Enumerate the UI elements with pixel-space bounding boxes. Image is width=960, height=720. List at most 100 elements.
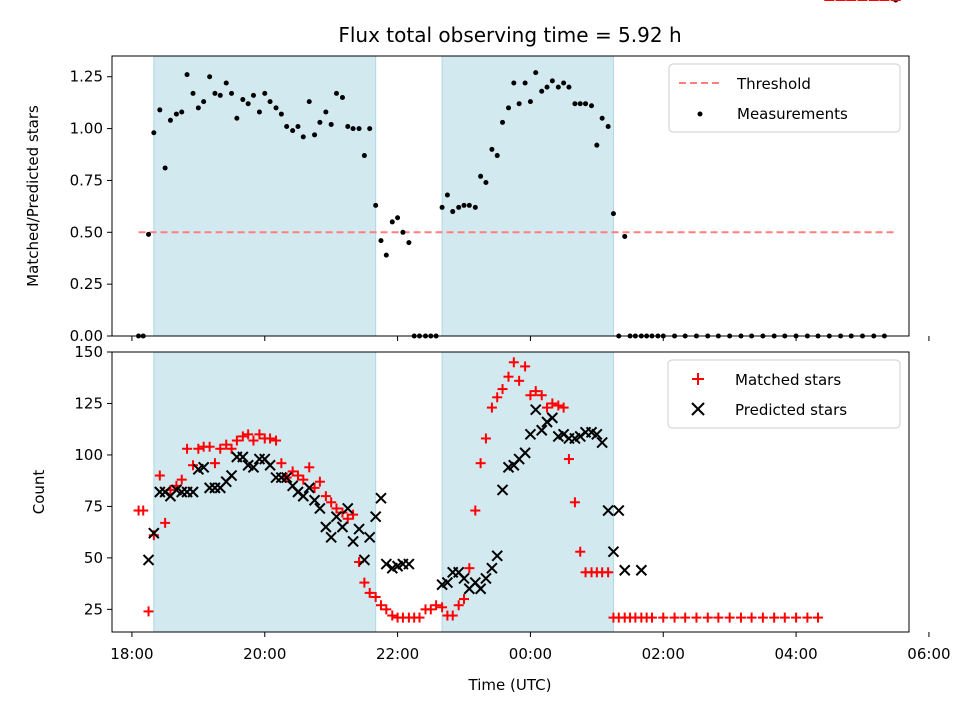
matched-star-point xyxy=(182,443,193,454)
y-tick-label: 1.25 xyxy=(70,68,103,86)
measurement-point xyxy=(195,105,201,111)
matched-star-point xyxy=(342,513,353,524)
matched-star-point xyxy=(514,375,525,386)
matched-star-point xyxy=(470,505,481,516)
chart-title: Flux total observing time = 5.92 h xyxy=(338,23,681,47)
measurement-point xyxy=(179,109,185,115)
predicted-star-point xyxy=(546,412,559,424)
observing-interval-2 xyxy=(441,351,614,633)
measurement-point xyxy=(217,92,223,98)
measurement-point xyxy=(262,90,268,96)
predicted-star-point xyxy=(363,531,376,544)
predicted-star-point xyxy=(441,576,454,589)
measurement-point xyxy=(350,126,356,132)
predicted-star-point xyxy=(375,492,387,504)
matched-star-point xyxy=(757,612,768,623)
matched-star-point xyxy=(547,398,558,409)
matched-star-point xyxy=(779,612,790,623)
measurement-point xyxy=(361,153,367,159)
predicted-star-point xyxy=(330,510,343,523)
x-tick-label: 06:00 xyxy=(907,645,950,663)
x-tick-label: 18:00 xyxy=(110,645,153,663)
measurement-point xyxy=(312,132,318,138)
measurement-point xyxy=(466,202,472,208)
measurement-point xyxy=(229,90,235,96)
predicted-star-point xyxy=(308,494,321,506)
measurement-point xyxy=(240,97,246,103)
matched-star-point xyxy=(558,402,569,413)
bottom-y-axis-label: Count xyxy=(30,470,48,515)
matched-star-point xyxy=(298,474,309,485)
predicted-star-point xyxy=(491,550,503,562)
predicted-star-point xyxy=(530,403,542,416)
predicted-star-point xyxy=(280,471,293,484)
predicted-star-point xyxy=(458,572,470,585)
top-legend: Threshold Measurements xyxy=(668,63,901,133)
measurement-point xyxy=(378,238,384,244)
measurement-point xyxy=(566,84,572,90)
measurement-point xyxy=(599,115,605,121)
bottom-x-axis-ticks: 18:00 20:00 22:00 00:00 02:00 04:00 06:00 xyxy=(110,632,951,663)
legend-threshold-label: Threshold xyxy=(736,75,811,93)
measurement-point xyxy=(478,173,484,179)
measurement-point xyxy=(167,117,173,123)
matched-star-point xyxy=(453,600,464,611)
matched-star-point xyxy=(154,470,165,481)
y-tick-label: 1.00 xyxy=(70,120,103,138)
measurement-point xyxy=(472,204,478,210)
measurement-point xyxy=(306,99,312,105)
matched-star-point xyxy=(209,458,220,469)
measurement-point xyxy=(367,126,373,132)
predicted-star-point xyxy=(613,504,625,517)
matched-star-point xyxy=(381,604,392,615)
top-y-axis-ticks: 0.00 0.25 0.50 0.75 1.00 1.25 xyxy=(70,68,112,345)
predicted-star-point xyxy=(237,451,249,463)
measurement-point xyxy=(317,119,323,125)
measurement-point xyxy=(544,84,550,90)
matched-star-point xyxy=(542,402,553,413)
predicted-star-point xyxy=(342,502,354,515)
matched-star-point xyxy=(314,476,325,487)
matched-star-point xyxy=(791,612,802,623)
measurement-point xyxy=(278,111,284,117)
matched-star-point xyxy=(553,400,564,411)
predicted-star-point xyxy=(142,554,155,566)
measurement-point xyxy=(522,80,528,86)
matched-star-point xyxy=(680,612,691,623)
x-tick-label: 00:00 xyxy=(509,645,552,663)
matched-star-point xyxy=(459,594,470,605)
predicted-star-point xyxy=(314,502,326,515)
measurement-point xyxy=(456,204,462,210)
predicted-star-point xyxy=(347,535,359,548)
measurement-point xyxy=(561,80,567,86)
matched-star-point xyxy=(138,505,149,516)
measurement-point xyxy=(572,101,578,107)
measurement-point xyxy=(245,101,251,107)
legend-measurements-swatch xyxy=(697,111,703,117)
measurement-point xyxy=(146,231,152,237)
predicted-star-point xyxy=(607,545,620,558)
matched-star-point xyxy=(525,390,536,401)
y-tick-label: 0.00 xyxy=(70,327,103,345)
predicted-star-point xyxy=(486,562,498,574)
y-tick-label: 100 xyxy=(74,446,103,464)
measurement-point xyxy=(173,111,179,117)
matched-star-point xyxy=(769,612,780,623)
measurement-point xyxy=(610,211,616,217)
y-tick-label: 0.75 xyxy=(70,171,103,189)
y-tick-label: 0.50 xyxy=(70,223,103,241)
predicted-star-point xyxy=(596,436,608,449)
measurement-point xyxy=(345,124,351,130)
matched-star-point xyxy=(304,462,315,473)
predicted-star-point xyxy=(635,564,648,576)
y-tick-label: 25 xyxy=(84,600,103,618)
matched-star-point xyxy=(326,497,337,508)
matched-star-point xyxy=(658,612,669,623)
y-tick-label: 0.25 xyxy=(70,275,103,293)
measurement-point xyxy=(406,240,412,246)
matched-star-point xyxy=(348,509,359,520)
measurement-point xyxy=(328,121,334,127)
matched-star-point xyxy=(702,612,713,623)
predicted-star-point xyxy=(325,531,337,544)
